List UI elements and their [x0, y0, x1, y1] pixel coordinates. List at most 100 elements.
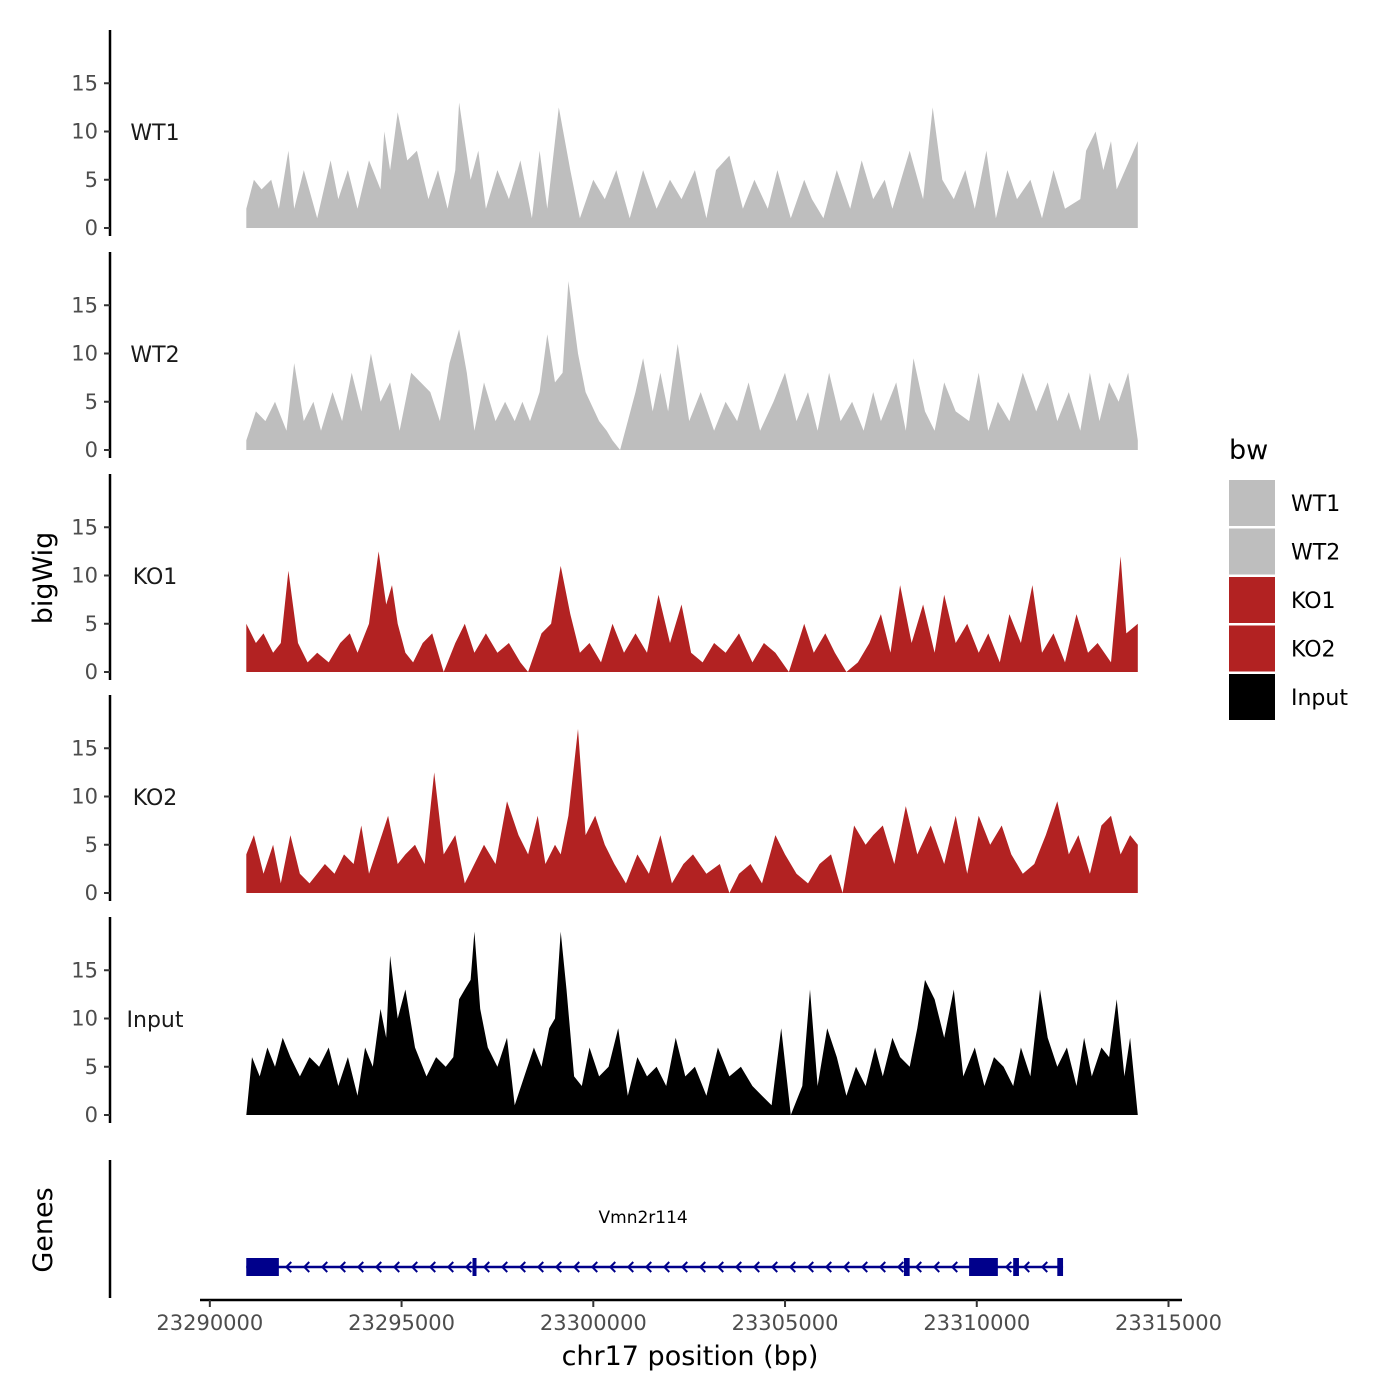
strand-arrow — [716, 1261, 724, 1273]
strand-arrow — [860, 1261, 868, 1273]
strand-arrow — [1040, 1261, 1048, 1273]
y-tick-label: 0 — [85, 1103, 98, 1127]
gene-name: Vmn2r114 — [599, 1208, 688, 1228]
legend-swatch — [1229, 528, 1275, 575]
strand-arrow — [608, 1261, 616, 1273]
legend-label: WT1 — [1291, 492, 1340, 517]
y-tick-label: 10 — [71, 1007, 98, 1031]
gene-exon — [1013, 1258, 1019, 1276]
track-area-input — [246, 931, 1138, 1115]
strand-arrow — [392, 1261, 400, 1273]
y-tick-label: 10 — [71, 342, 98, 366]
strand-arrow — [302, 1261, 310, 1273]
x-tick-label: 23290000 — [156, 1311, 263, 1335]
track-wt1: 0 5 10 15 WT1 — [71, 30, 1138, 240]
legend-item-wt2: WT2 — [1229, 528, 1340, 575]
gene-exon — [969, 1258, 998, 1276]
x-tick-label: 23310000 — [923, 1311, 1030, 1335]
legend-item-ko2: KO2 — [1229, 625, 1336, 672]
track-label: KO1 — [133, 565, 178, 590]
track-wt2: 0 5 10 15 WT2 — [71, 252, 1138, 462]
track-label: WT1 — [130, 121, 179, 146]
strand-arrow — [482, 1261, 490, 1273]
track-area-wt2 — [246, 281, 1138, 450]
signal-tracks: 0 5 10 15 WT1 0 5 10 15 WT2 0 5 10 15 KO1 0 5 10 15 KO2 0 5 10… — [71, 30, 1138, 1127]
y-tick-label: 15 — [71, 515, 98, 539]
strand-arrow — [644, 1261, 652, 1273]
legend-swatch — [1229, 625, 1275, 672]
y-tick-label: 10 — [71, 120, 98, 144]
strand-arrow — [500, 1261, 508, 1273]
strand-arrow — [950, 1261, 958, 1273]
x-tick-label: 23305000 — [732, 1311, 839, 1335]
strand-arrow — [932, 1261, 940, 1273]
y-axis-title: bigWig — [28, 532, 59, 625]
y-tick-label: 5 — [85, 390, 98, 414]
strand-arrow — [878, 1261, 886, 1273]
strand-arrow — [572, 1261, 580, 1273]
strand-arrow — [752, 1261, 760, 1273]
track-area-wt1 — [246, 102, 1138, 228]
strand-arrow — [698, 1261, 706, 1273]
strand-arrow — [1004, 1261, 1012, 1273]
strand-arrow — [554, 1261, 562, 1273]
strand-arrow — [734, 1261, 742, 1273]
x-tick-label: 23300000 — [540, 1311, 647, 1335]
x-axis-title: chr17 position (bp) — [562, 1341, 819, 1372]
strand-arrow — [374, 1261, 382, 1273]
y-tick-label: 15 — [71, 958, 98, 982]
strand-arrow — [464, 1261, 472, 1273]
strand-arrow — [626, 1261, 634, 1273]
strand-arrow — [446, 1261, 454, 1273]
gene-exon — [472, 1258, 477, 1276]
track-input: 0 5 10 15 Input — [71, 917, 1138, 1127]
y-tick-label: 0 — [85, 660, 98, 684]
y-tick-label: 10 — [71, 564, 98, 588]
y-tick-label: 0 — [85, 438, 98, 462]
legend-item-wt1: WT1 — [1229, 480, 1340, 526]
strand-arrow — [428, 1261, 436, 1273]
strand-arrow — [284, 1261, 292, 1273]
track-area-ko1 — [246, 551, 1138, 672]
x-tick-label: 23295000 — [348, 1311, 455, 1335]
y-tick-label: 0 — [85, 216, 98, 240]
strand-arrow — [896, 1261, 904, 1273]
strand-arrow — [590, 1261, 598, 1273]
y-tick-label: 15 — [71, 736, 98, 760]
legend: bw WT1 WT2 KO1 KO2 Input — [1229, 435, 1348, 720]
x-tick-label: 23315000 — [1115, 1311, 1222, 1335]
legend-swatch — [1229, 674, 1275, 720]
strand-arrow — [320, 1261, 328, 1273]
strand-arrow — [788, 1261, 796, 1273]
gene-track: Vmn2r114 — [108, 1160, 1064, 1298]
legend-item-ko1: KO1 — [1229, 577, 1336, 623]
strand-arrow — [1022, 1261, 1030, 1273]
strand-arrow — [914, 1261, 922, 1273]
strand-arrow — [536, 1261, 544, 1273]
y-tick-label: 15 — [71, 293, 98, 317]
y-tick-label: 10 — [71, 785, 98, 809]
legend-swatch — [1229, 577, 1275, 623]
y-tick-label: 15 — [71, 71, 98, 95]
x-axis: 23290000 23295000 23300000 23305000 23310000… — [156, 1298, 1222, 1335]
strand-arrow — [770, 1261, 778, 1273]
legend-label: Input — [1291, 686, 1348, 711]
track-area-ko2 — [246, 729, 1138, 893]
legend-title: bw — [1229, 435, 1268, 466]
track-ko2: 0 5 10 15 KO2 — [71, 695, 1138, 905]
strand-arrow — [662, 1261, 670, 1273]
strand-arrow — [356, 1261, 364, 1273]
strand-arrow — [824, 1261, 832, 1273]
strand-arrow — [338, 1261, 346, 1273]
y-tick-label: 5 — [85, 612, 98, 636]
gene-exon — [246, 1258, 279, 1276]
y-tick-label: 5 — [85, 833, 98, 857]
track-label: KO2 — [133, 786, 178, 811]
strand-arrow — [680, 1261, 688, 1273]
track-ko1: 0 5 10 15 KO1 — [71, 474, 1138, 684]
strand-arrow — [410, 1261, 418, 1273]
gene-panel-title: Genes — [28, 1187, 59, 1272]
y-tick-label: 5 — [85, 168, 98, 192]
